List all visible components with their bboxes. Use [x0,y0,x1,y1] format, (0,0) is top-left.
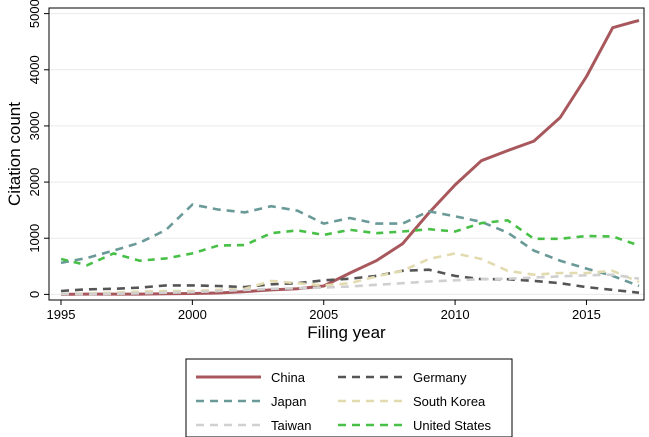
legend-label-china: China [271,370,306,385]
y-tick-label-3: 3000 [27,111,42,140]
x-tick-label-4: 2015 [572,307,601,322]
legend-label-germany: Germany [413,370,467,385]
x-tick-label-1: 2000 [178,307,207,322]
series-line-germany [60,268,640,294]
legend-label-japan: Japan [271,394,306,409]
plot-frame [48,7,645,301]
y-tick-label-4: 4000 [27,55,42,84]
legend-label-united-states: United States [413,418,492,433]
axes: 0 1000 2000 3000 4000 5000 1995 2000 2005 2010 201… [27,0,645,322]
x-axis-title: Filing year [307,323,386,342]
y-tick-label-0: 0 [27,291,42,298]
y-axis-title: Citation count [5,102,24,206]
y-tick-label-2: 2000 [27,168,42,197]
series-lines [60,18,640,296]
legend-label-south-korea: South Korea [413,394,486,409]
series-line-taiwan [61,273,640,296]
y-tick-label-5: 5000 [27,0,42,28]
x-tick-label-0: 1995 [47,307,76,322]
series-line-japan [60,203,640,288]
legend: China Germany Japan South Korea Taiwan United… [185,358,513,437]
series-line-united-states [60,219,640,267]
series-line-south-korea [60,252,640,296]
legend-label-taiwan: Taiwan [271,418,311,433]
series-line-china [60,18,640,296]
y-tick-label-1: 1000 [27,224,42,253]
x-tick-label-2: 2005 [309,307,338,322]
x-tick-label-3: 2010 [441,307,470,322]
